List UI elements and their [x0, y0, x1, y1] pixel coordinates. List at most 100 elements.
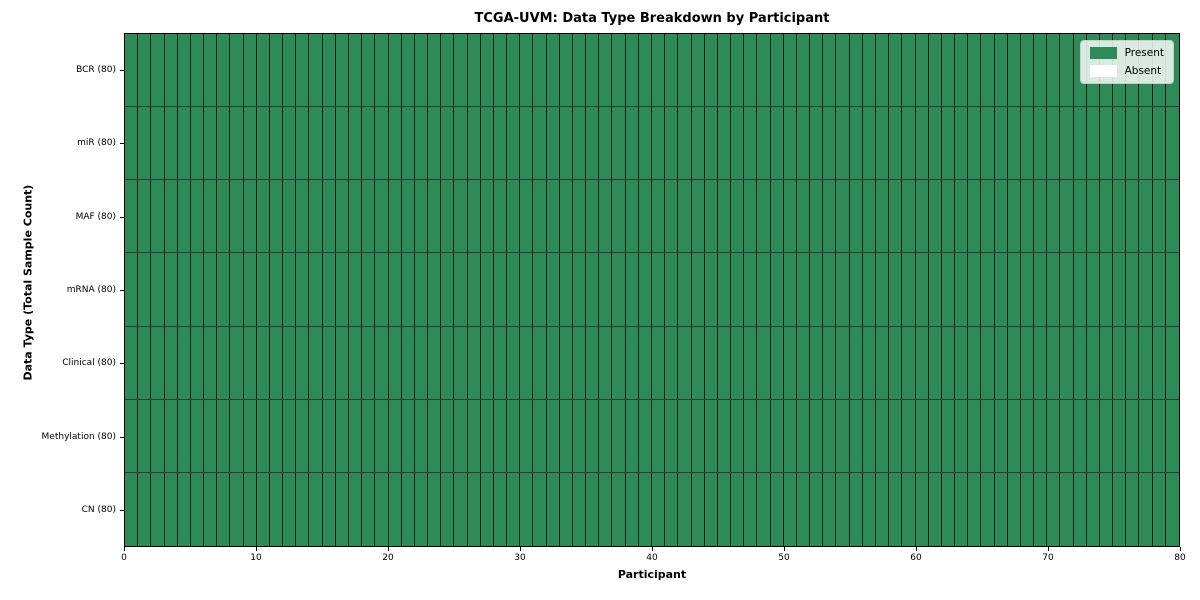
heatmap-cell: [322, 253, 336, 326]
heatmap-cell: [625, 34, 639, 107]
heatmap-cell: [994, 34, 1008, 107]
heatmap-cell: [269, 253, 284, 326]
heatmap-cell: [968, 326, 982, 399]
heatmap-cell: [902, 399, 916, 472]
heatmap-cell: [401, 180, 415, 253]
heatmap-cell: [717, 326, 732, 399]
heatmap-cell: [902, 107, 916, 180]
heatmap-cell: [1060, 399, 1074, 472]
heatmap-cell: [665, 472, 679, 546]
heatmap-cell: [559, 399, 573, 472]
x-tick-mark: [124, 547, 125, 551]
heatmap-cell: [243, 399, 257, 472]
heatmap-cell: [230, 34, 244, 107]
heatmap-cell: [796, 472, 811, 546]
heatmap-cell: [1073, 399, 1087, 472]
y-tick-label: Methylation (80): [41, 431, 116, 442]
heatmap-cell: [625, 472, 639, 546]
heatmap-cell: [1047, 472, 1061, 546]
y-tick-label: miR (80): [77, 138, 116, 149]
legend-label-absent: Absent: [1124, 65, 1162, 77]
heatmap-cell: [533, 472, 547, 546]
heatmap-cell: [955, 34, 969, 107]
heatmap-cell: [151, 34, 165, 107]
heatmap-cell: [862, 107, 876, 180]
heatmap-cell: [599, 326, 613, 399]
heatmap-cell: [599, 399, 613, 472]
heatmap-cell: [269, 399, 284, 472]
heatmap-cell: [638, 399, 652, 472]
heatmap-cell: [414, 107, 429, 180]
heatmap-cell: [744, 107, 758, 180]
heatmap-cell: [177, 326, 191, 399]
heatmap-cell: [1020, 399, 1035, 472]
heatmap-cell: [572, 34, 587, 107]
heatmap-cell: [1060, 34, 1074, 107]
heatmap-cell: [454, 326, 468, 399]
heatmap-cell: [862, 326, 876, 399]
heatmap-cell: [599, 472, 613, 546]
heatmap-cell: [507, 107, 521, 180]
heatmap-cell: [928, 180, 942, 253]
heatmap-cell: [665, 34, 679, 107]
heatmap-cell: [1007, 253, 1021, 326]
heatmap-cell: [348, 399, 363, 472]
heatmap-cell: [388, 107, 402, 180]
x-tick-label: 40: [646, 553, 658, 563]
heatmap-cell: [770, 107, 784, 180]
heatmap-cell: [599, 107, 613, 180]
heatmap-cell: [283, 399, 297, 472]
heatmap-cell: [533, 399, 547, 472]
heatmap-cell: [586, 253, 600, 326]
heatmap-cell: [652, 326, 666, 399]
heatmap-cell: [151, 253, 165, 326]
heatmap-cell: [823, 180, 837, 253]
heatmap-cell: [665, 180, 679, 253]
heatmap-cell: [401, 34, 415, 107]
heatmap-cell: [625, 399, 639, 472]
x-tick-label: 10: [250, 553, 262, 563]
heatmap-cell: [770, 399, 784, 472]
heatmap-cell: [612, 34, 626, 107]
y-tick-mark: [120, 510, 124, 512]
heatmap-cell: [586, 180, 600, 253]
heatmap-cell: [1099, 472, 1114, 546]
heatmap-cell: [691, 253, 705, 326]
heatmap-cell: [467, 34, 481, 107]
heatmap-cell: [256, 326, 270, 399]
heatmap-cell: [902, 253, 916, 326]
heatmap-cell: [362, 326, 376, 399]
heatmap-cell: [375, 472, 389, 546]
heatmap-cell: [388, 326, 402, 399]
heatmap-cell: [480, 472, 494, 546]
y-tick-mark: [120, 216, 124, 218]
heatmap-cell: [796, 180, 811, 253]
heatmap-cell: [625, 326, 639, 399]
heatmap-cell: [994, 472, 1008, 546]
heatmap-cell: [915, 472, 929, 546]
heatmap-cell: [217, 253, 231, 326]
heatmap-cell: [928, 107, 942, 180]
heatmap-cell: [1113, 107, 1127, 180]
heatmap-cell: [414, 34, 429, 107]
heatmap-cell: [388, 34, 402, 107]
heatmap-cell: [138, 399, 152, 472]
heatmap-cell: [1165, 399, 1179, 472]
x-tick-mark: [520, 547, 521, 551]
heatmap-row: [125, 180, 1179, 254]
heatmap-cell: [994, 399, 1008, 472]
heatmap-cell: [454, 399, 468, 472]
heatmap-cell: [691, 472, 705, 546]
heatmap-cell: [1060, 180, 1074, 253]
heatmap-cell: [1139, 180, 1153, 253]
heatmap-cell: [1007, 399, 1021, 472]
heatmap-cell: [256, 180, 270, 253]
heatmap-cell: [480, 326, 494, 399]
heatmap-cell: [138, 253, 152, 326]
heatmap-cell: [823, 399, 837, 472]
heatmap-cell: [731, 253, 745, 326]
heatmap-cell: [599, 180, 613, 253]
heatmap-cell: [1060, 253, 1074, 326]
heatmap-cell: [796, 107, 811, 180]
heatmap-cell: [1007, 107, 1021, 180]
